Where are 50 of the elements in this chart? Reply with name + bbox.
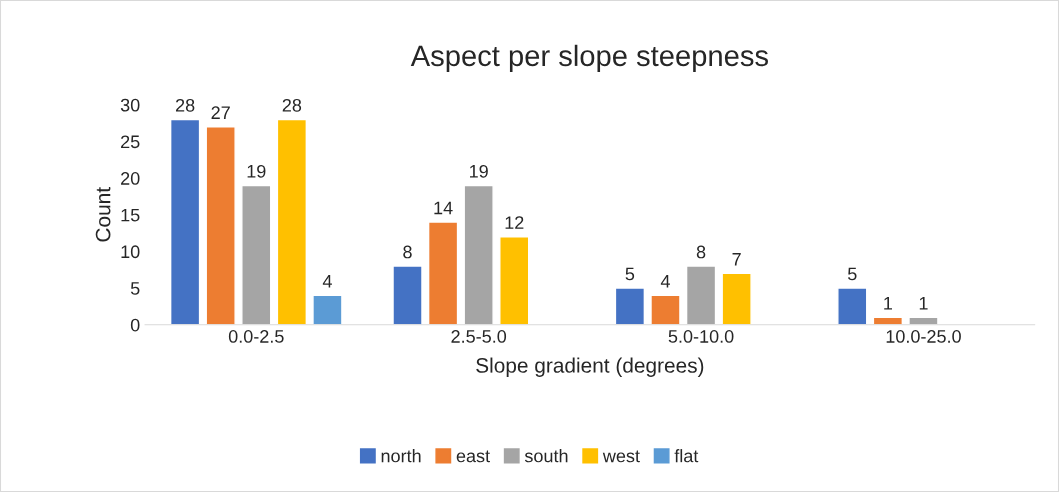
bar	[312, 294, 343, 325]
bar	[276, 118, 308, 325]
y-tick-label: 0	[130, 318, 140, 332]
legend-label: south	[524, 449, 568, 463]
bar	[499, 236, 530, 325]
bar	[427, 221, 459, 325]
bar	[241, 184, 272, 325]
data-label: 19	[470, 164, 488, 178]
data-label: 28	[175, 98, 195, 112]
data-label: 5	[625, 267, 635, 281]
data-label: 4	[322, 275, 332, 288]
x-axis-title: Slope gradient (degrees)	[476, 357, 704, 377]
data-label: 4	[660, 275, 670, 288]
legend-label: west	[602, 450, 640, 463]
bar	[685, 265, 717, 325]
y-axis-title: Count	[95, 187, 111, 242]
x-tick-label: 2.5-5.0	[451, 330, 507, 343]
bar	[169, 118, 201, 325]
chart-title: Aspect per slope steepness	[410, 44, 768, 72]
data-label: 28	[282, 98, 302, 112]
bar	[614, 287, 646, 325]
y-tick-label: 25	[121, 135, 140, 149]
data-label: 8	[403, 245, 412, 259]
data-label: 19	[247, 164, 266, 178]
bar	[650, 294, 681, 325]
data-label: 12	[505, 216, 524, 229]
legend-label: east	[456, 450, 490, 463]
bar	[908, 316, 939, 325]
bar	[392, 265, 423, 325]
data-label: 1	[884, 297, 893, 310]
data-label: 7	[732, 253, 741, 266]
bar	[463, 184, 494, 325]
legend-label: north	[381, 449, 421, 463]
data-label: 5	[847, 267, 857, 281]
y-tick-label: 5	[130, 282, 140, 295]
data-label: 14	[434, 201, 453, 215]
x-tick-label: 5.0-10.0	[668, 330, 734, 343]
bar	[721, 272, 752, 325]
y-tick-label: 10	[121, 245, 140, 259]
y-tick-label: 15	[121, 208, 140, 222]
data-label: 27	[211, 106, 230, 119]
y-tick-label: 30	[120, 98, 140, 112]
legend-label: flat	[674, 449, 699, 463]
y-tick-label: 20	[121, 172, 140, 185]
data-label: 1	[919, 297, 928, 310]
bar	[837, 287, 868, 325]
x-tick-label: 10.0-25.0	[886, 330, 961, 343]
x-tick-label: 0.0-2.5	[228, 330, 284, 343]
bar	[205, 126, 236, 325]
data-label: 8	[696, 245, 706, 259]
